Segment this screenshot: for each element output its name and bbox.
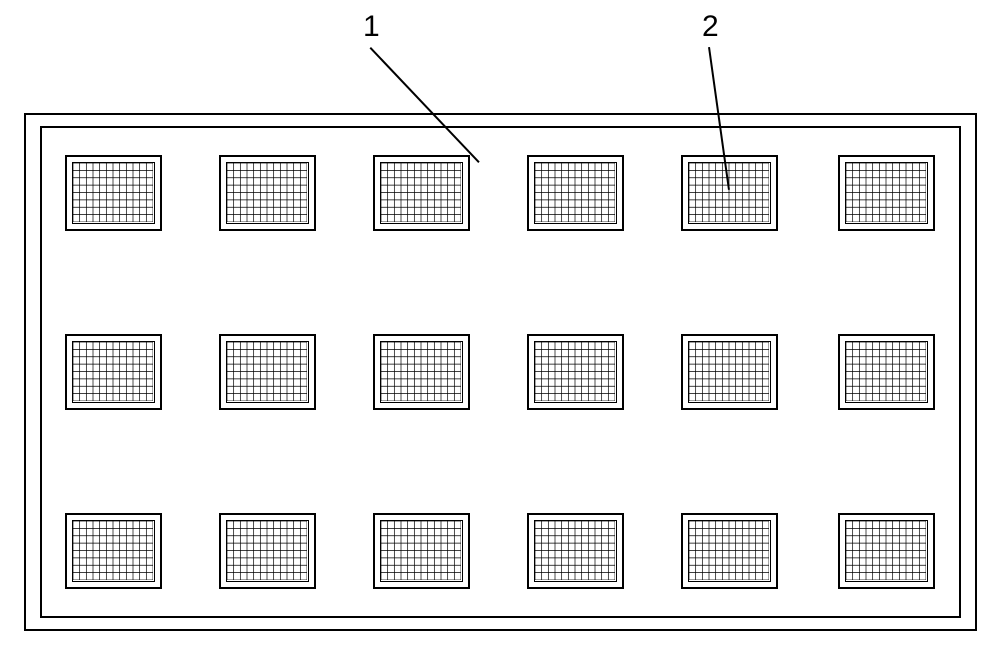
module [527, 513, 624, 589]
module [681, 513, 778, 589]
module-grid-icon [227, 163, 307, 222]
module-inner-border [72, 162, 155, 224]
module [527, 334, 624, 410]
module-inner-border [534, 341, 617, 403]
module-grid-icon [846, 521, 926, 580]
module-inner-border [845, 520, 928, 582]
module-inner-border [72, 520, 155, 582]
module-grid-icon [73, 342, 153, 401]
module-grid-icon [227, 342, 307, 401]
module-inner-border [226, 162, 309, 224]
module-grid-icon [381, 342, 461, 401]
module-grid-icon [689, 163, 769, 222]
module-grid-icon [227, 521, 307, 580]
module-inner-border [534, 162, 617, 224]
module-grid-icon [535, 521, 615, 580]
module-grid-icon [846, 342, 926, 401]
module-inner-border [845, 162, 928, 224]
module-grid-icon [535, 342, 615, 401]
module-inner-border [688, 162, 771, 224]
module-inner-border [380, 162, 463, 224]
module [373, 513, 470, 589]
module-grid-icon [689, 521, 769, 580]
module-grid-icon [381, 163, 461, 222]
module-inner-border [380, 520, 463, 582]
module [681, 155, 778, 231]
module-inner-border [226, 341, 309, 403]
module [65, 513, 162, 589]
module [65, 334, 162, 410]
module [219, 334, 316, 410]
module [219, 513, 316, 589]
module-inner-border [688, 341, 771, 403]
module-inner-border [845, 341, 928, 403]
module [373, 155, 470, 231]
module [681, 334, 778, 410]
module-inner-border [226, 520, 309, 582]
callout-label-2: 2 [702, 10, 719, 44]
module-inner-border [534, 520, 617, 582]
module [838, 155, 935, 231]
inner-frame [40, 126, 961, 618]
module-grid-icon [846, 163, 926, 222]
module-grid-icon [535, 163, 615, 222]
module-grid-icon [73, 163, 153, 222]
module [838, 334, 935, 410]
module [219, 155, 316, 231]
module [373, 334, 470, 410]
module [838, 513, 935, 589]
module-grid-icon [73, 521, 153, 580]
module-grid-icon [381, 521, 461, 580]
module-inner-border [72, 341, 155, 403]
module-grid-icon [689, 342, 769, 401]
module-inner-border [688, 520, 771, 582]
module [65, 155, 162, 231]
module [527, 155, 624, 231]
callout-label-1: 1 [363, 10, 380, 44]
module-inner-border [380, 341, 463, 403]
